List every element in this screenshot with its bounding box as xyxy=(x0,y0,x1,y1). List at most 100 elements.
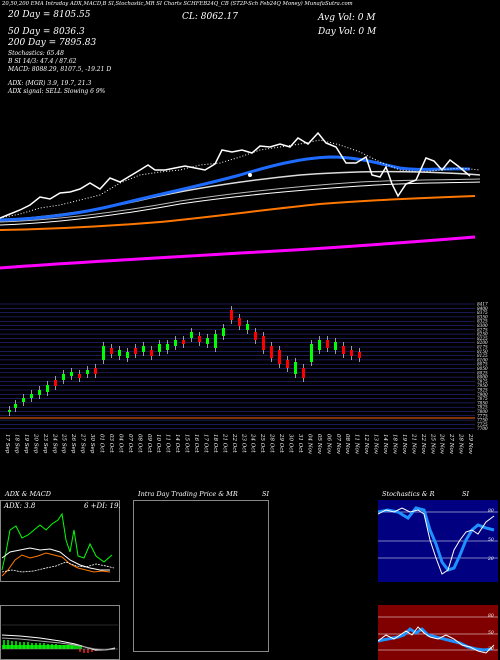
ema50-label: 50 Day = 8036.3 xyxy=(8,27,85,37)
date-label: 11 Oct xyxy=(165,434,171,453)
price-axis-label: 7975 xyxy=(477,379,488,384)
price-axis-label: 8100 xyxy=(477,357,488,362)
candle xyxy=(286,360,289,368)
date-label: 08 Nov xyxy=(344,434,350,455)
intraday-title: Intra Day Trading Price & MR xyxy=(138,490,238,498)
date-label: 26 Sep xyxy=(70,433,76,454)
date-label: 22 Oct xyxy=(231,433,237,453)
ema-long-line xyxy=(0,235,476,270)
candle xyxy=(142,346,145,352)
date-label: 27 Nov xyxy=(448,433,454,455)
date-label: 22 Nov xyxy=(420,433,426,455)
date-label: 25 Oct xyxy=(259,433,265,453)
candle xyxy=(70,372,73,376)
date-label: 19 Nov xyxy=(401,434,407,455)
date-label: 05 Nov xyxy=(316,434,322,455)
date-label: 07 Nov xyxy=(335,434,341,455)
price-axis-label: 7950 xyxy=(477,383,488,388)
ema200-label: 200 Day = 7895.83 xyxy=(8,38,97,48)
adx-value: ADX: (MGR) 3.9, 19.7, 21.3 xyxy=(8,80,92,87)
rsi-axis-80: 80 xyxy=(488,613,494,619)
price-axis-label: 7725 xyxy=(477,422,488,427)
price-axis-label: 8000 xyxy=(477,375,488,380)
date-label: 21 Oct xyxy=(221,433,227,453)
price-axis-label: 7900 xyxy=(477,392,488,397)
stoch-title-suffix: SI xyxy=(462,490,470,498)
candle xyxy=(190,332,193,338)
candle xyxy=(326,340,329,348)
ema-chart xyxy=(0,131,481,270)
price-axis-label: 8400 xyxy=(477,306,488,311)
date-label: 29 Nov xyxy=(467,433,473,455)
date-label: 28 Oct xyxy=(269,433,275,453)
ema20-label: 20 Day = 8105.55 xyxy=(8,10,91,20)
price-axis-label: 8075 xyxy=(477,362,488,367)
price-axis-label: 7875 xyxy=(477,396,488,401)
price-axis-label: 8300 xyxy=(477,323,488,328)
candle xyxy=(182,340,185,344)
date-label: 10 Oct xyxy=(155,434,161,453)
date-label: 01 Oct xyxy=(99,434,105,453)
price-axis-label: 8325 xyxy=(477,319,488,324)
candle xyxy=(302,368,305,378)
candle xyxy=(270,346,273,358)
date-label: 26 Nov xyxy=(439,433,445,455)
candle xyxy=(8,410,11,412)
candle-chart: 8417840083758350832583008275825082258200… xyxy=(0,302,488,430)
price-line xyxy=(0,131,471,219)
candle xyxy=(214,334,217,348)
candle xyxy=(334,342,337,350)
date-label: 21 Nov xyxy=(410,433,416,455)
candle xyxy=(174,340,177,346)
candle xyxy=(350,350,353,356)
day-volume: Day Vol: 0 M xyxy=(318,27,377,37)
price-axis-label: 8050 xyxy=(477,366,488,371)
candle xyxy=(222,328,225,336)
price-axis-label: 8375 xyxy=(477,310,488,315)
adx-panel-extra: 6 +DI: 19.6 xyxy=(84,502,120,510)
adx-panel-value: ADX: 3.8 xyxy=(3,502,36,510)
price-axis-label: 7825 xyxy=(477,405,488,410)
date-label: 16 Oct xyxy=(193,434,199,453)
candle xyxy=(94,368,97,374)
date-label: 29 Oct xyxy=(278,433,284,453)
candle xyxy=(118,350,121,356)
date-label: 18 Nov xyxy=(391,434,397,455)
ema20-line xyxy=(0,155,471,222)
close-price-label: CL: 8062.17 xyxy=(182,12,238,22)
date-label: 11 Nov xyxy=(354,434,360,455)
price-axis-label: 7850 xyxy=(477,400,488,405)
candle xyxy=(198,336,201,342)
price-axis-label: 7925 xyxy=(477,388,488,393)
date-label: 12 Nov xyxy=(363,434,369,455)
date-label: 23 Oct xyxy=(240,433,246,453)
stoch-axis-80: 80 xyxy=(488,508,494,514)
date-label: 20 Sep xyxy=(32,433,38,454)
date-label: 17 Sep xyxy=(4,434,10,454)
candle xyxy=(318,340,321,350)
candle xyxy=(310,344,313,362)
rsi-axis-20: 20 xyxy=(487,646,494,652)
candle xyxy=(262,336,265,350)
price-axis-label: 8350 xyxy=(477,314,488,319)
date-label: 18 Sep xyxy=(13,434,19,454)
candle xyxy=(278,350,281,364)
price-axis-label: 8175 xyxy=(477,345,488,350)
candle xyxy=(126,352,129,358)
date-label: 09 Oct xyxy=(146,434,152,453)
candle xyxy=(134,348,137,354)
date-label: 08 Oct xyxy=(136,434,142,453)
price-axis-label: 7800 xyxy=(477,409,488,414)
date-label: 06 Nov xyxy=(325,434,331,455)
date-label: 23 Sep xyxy=(42,433,48,454)
candle xyxy=(238,318,241,326)
candle xyxy=(78,374,81,378)
date-axis: 17 Sep 18 Sep 19 Sep 20 Sep 23 Sep 24 Sep 25 S… xyxy=(4,433,473,455)
candle xyxy=(294,362,297,374)
date-label: 25 Nov xyxy=(429,433,435,455)
price-axis-label: 8025 xyxy=(477,370,488,375)
date-label: 25 Sep xyxy=(61,433,67,454)
date-label: 17 Oct xyxy=(202,434,208,453)
chart-header-line: 20,50,200 EMA Intraday ADX,MACD,B SI,Sto… xyxy=(2,1,353,7)
macd-panel xyxy=(0,605,120,660)
